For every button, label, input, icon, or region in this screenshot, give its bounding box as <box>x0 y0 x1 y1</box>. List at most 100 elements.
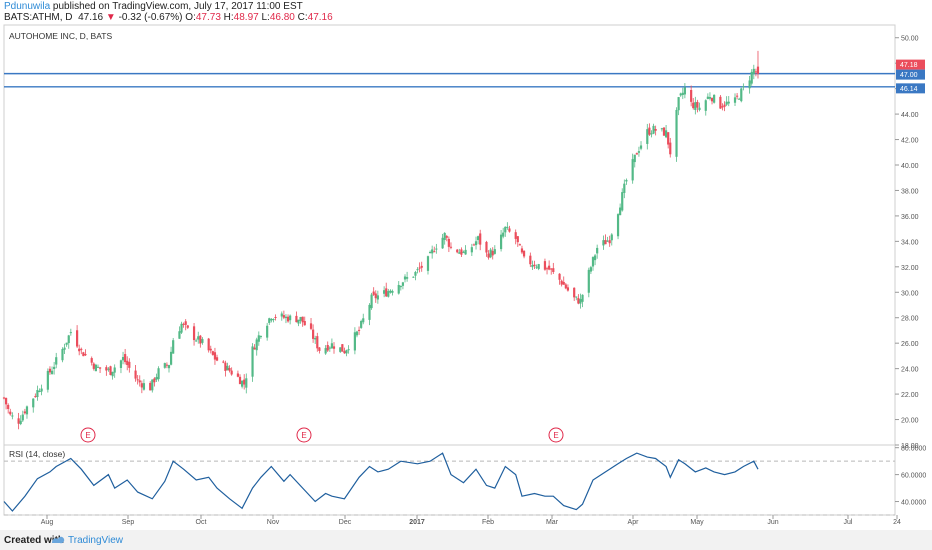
candle-body <box>94 364 97 372</box>
candle-body <box>639 145 643 149</box>
candle-body <box>107 368 110 370</box>
price-axis[interactable]: 18.00 20.00 22.00 24.00 26.00 28.00 30.00 32.00… <box>895 36 926 507</box>
earnings-marker-circle[interactable] <box>548 427 564 443</box>
candle-body <box>140 383 143 388</box>
candle-body <box>199 335 202 344</box>
candle-body <box>138 380 141 383</box>
candle-body <box>667 132 670 145</box>
time-tick-label: 24 <box>893 519 901 526</box>
candle-body <box>735 95 739 97</box>
candle-body <box>226 365 229 371</box>
candle-body <box>149 382 152 391</box>
candle-body <box>36 389 39 398</box>
candle-body <box>182 323 185 325</box>
symbol-label: BATS:ATHM, D <box>4 12 73 23</box>
candle-body <box>652 125 655 134</box>
candle-body <box>648 127 651 135</box>
candle-body <box>418 267 421 269</box>
candle-body <box>67 335 70 344</box>
earnings-marker-label: E <box>553 431 558 440</box>
earnings-marker-circle[interactable] <box>296 427 312 443</box>
candle-body <box>180 323 183 333</box>
candle-body <box>616 214 620 237</box>
candle-body <box>224 362 227 371</box>
candle-body <box>236 373 240 377</box>
candle-body <box>593 255 597 261</box>
candle-body <box>756 66 760 74</box>
candle-body <box>721 106 724 108</box>
candle-body <box>520 248 524 253</box>
candle-body <box>552 268 555 273</box>
candle-body <box>677 97 680 111</box>
rsi-line <box>3 452 759 512</box>
stock-chart[interactable]: 18.00 20.00 22.00 24.00 26.00 28.00 30.00 32.00… <box>0 0 932 530</box>
candle-body <box>631 159 634 181</box>
candle-body <box>257 335 260 342</box>
candle-body <box>186 325 189 328</box>
candle-body <box>464 249 467 255</box>
price-tick-label: 34.00 <box>901 239 919 246</box>
candle-body <box>608 240 611 244</box>
candle-body <box>124 354 127 363</box>
candle-body <box>727 101 730 104</box>
low-value: 46.80 <box>269 12 295 23</box>
candle-body <box>723 104 726 107</box>
candle-body <box>330 343 334 349</box>
price-tick-label: 28.00 <box>901 316 919 323</box>
high-label: H: <box>223 12 234 23</box>
time-tick-label: 2017 <box>409 519 425 526</box>
candle-body <box>368 304 371 320</box>
candle-body <box>522 250 526 257</box>
candle-body <box>301 316 304 323</box>
candle-body <box>566 287 570 291</box>
price-label-text: 47.00 <box>900 72 918 79</box>
candle-body <box>345 350 348 354</box>
time-axis[interactable]: Aug Sep Oct Nov Dec 2017 Feb Mar Apr May Jun Jul 24 <box>41 515 901 526</box>
created-with-label: Created with <box>4 535 65 546</box>
candle-body <box>169 351 173 365</box>
candle-body <box>207 338 210 351</box>
candle-body <box>46 370 49 390</box>
candle-body <box>414 271 417 276</box>
tradingview-link[interactable]: TradingView <box>68 535 124 546</box>
high-value: 48.97 <box>233 12 259 23</box>
candles <box>2 50 760 430</box>
candle-body <box>299 316 302 321</box>
candle-body <box>268 318 271 323</box>
candle-body <box>635 153 638 155</box>
low-label: L: <box>261 12 270 23</box>
author-link[interactable]: Pdunuwila <box>4 1 51 12</box>
candle-body <box>456 249 459 253</box>
candle-body <box>633 154 636 163</box>
candle-body <box>284 316 288 319</box>
candle-body <box>754 71 757 73</box>
candle-body <box>370 294 373 309</box>
candle-body <box>324 348 327 354</box>
price-tick-label: 18.00 <box>901 443 919 450</box>
price-tick-label: 32.00 <box>901 265 919 272</box>
candle-body <box>32 398 35 408</box>
candle-body <box>19 420 22 425</box>
candle-body <box>318 347 321 351</box>
candle-body <box>558 273 561 280</box>
time-tick-label: Jun <box>767 519 778 526</box>
candle-body <box>752 68 755 74</box>
candle-body <box>560 280 563 285</box>
candle-body <box>708 97 712 99</box>
publish-line: Pdunuwila published on TradingView.com, … <box>4 1 303 12</box>
candle-body <box>274 316 277 318</box>
time-tick-label: May <box>690 519 704 526</box>
candle-body <box>654 129 657 131</box>
candle-body <box>420 265 423 268</box>
candle-body <box>151 379 154 391</box>
candle-body <box>286 316 290 322</box>
candle-body <box>573 287 576 298</box>
candle-body <box>740 88 743 102</box>
candle-body <box>155 377 158 380</box>
earnings-marker-circle[interactable] <box>80 427 96 443</box>
candle-body <box>405 277 409 279</box>
candle-body <box>230 370 233 375</box>
candle-body <box>128 361 131 368</box>
candle-body <box>289 315 292 321</box>
candle-body <box>34 396 37 398</box>
